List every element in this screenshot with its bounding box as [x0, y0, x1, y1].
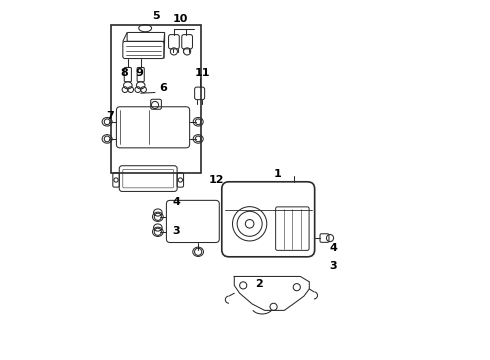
Text: 3: 3	[330, 261, 338, 271]
Text: 3: 3	[172, 226, 180, 236]
Bar	[111, 24, 201, 173]
Text: 11: 11	[195, 68, 211, 78]
Text: 12: 12	[209, 175, 224, 185]
Text: 8: 8	[121, 68, 128, 78]
Text: 9: 9	[136, 68, 144, 78]
Text: 2: 2	[255, 279, 263, 289]
Text: 6: 6	[159, 83, 167, 93]
Text: 4: 4	[172, 197, 180, 207]
Text: 10: 10	[172, 14, 188, 24]
Text: 5: 5	[152, 11, 160, 21]
Text: 4: 4	[330, 243, 338, 253]
Text: 1: 1	[273, 168, 281, 179]
Text: 7: 7	[106, 111, 114, 121]
